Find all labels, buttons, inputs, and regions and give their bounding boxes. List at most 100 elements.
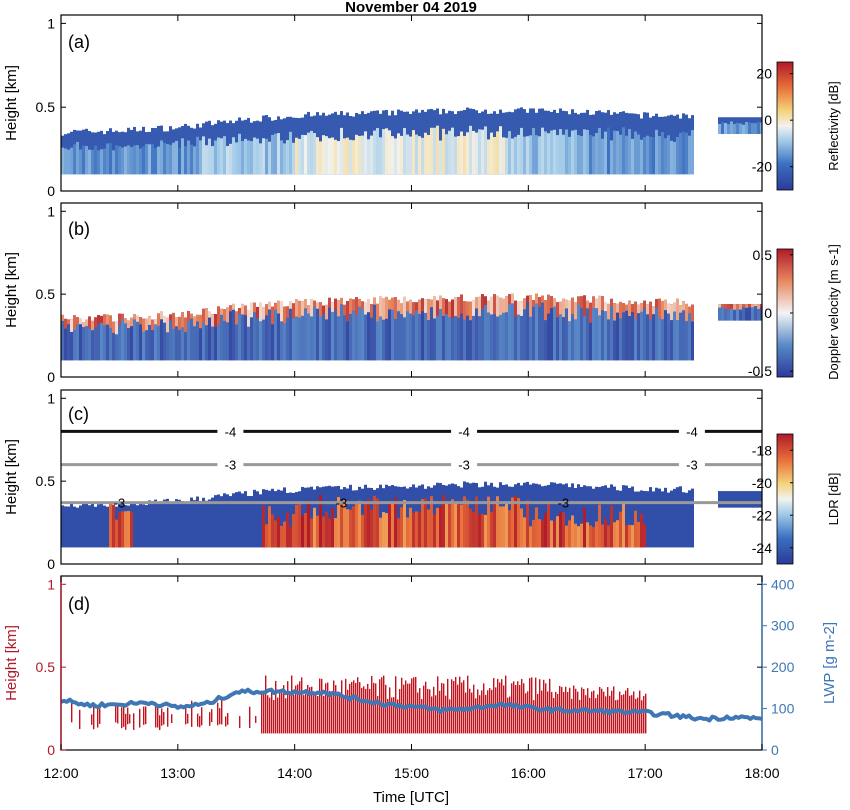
ldr-cell	[505, 501, 508, 548]
reflectivity-cell	[433, 127, 436, 175]
ldr-cell	[499, 506, 502, 548]
cloud-height-bar	[635, 698, 637, 734]
cloud-height-bar	[535, 677, 537, 734]
cloud-height-bar	[249, 706, 251, 728]
doppler-cell	[349, 298, 352, 361]
doppler-cell	[472, 300, 475, 316]
reflectivity-cell	[133, 145, 136, 175]
ldr-cell	[583, 507, 586, 548]
cloud-height-bar	[495, 687, 497, 734]
cloud-height-bar	[463, 680, 465, 734]
ldr-cell	[508, 510, 511, 548]
cloud-height-bar	[123, 703, 125, 727]
reflectivity-cell	[679, 132, 682, 175]
reflectivity-cell	[568, 136, 571, 175]
reflectivity-cell	[550, 130, 553, 175]
doppler-cell	[655, 299, 658, 308]
doppler-cell	[223, 309, 226, 361]
ldr-contour-label: -3	[558, 496, 570, 511]
ldr-cell	[379, 517, 382, 548]
doppler-cell	[316, 302, 319, 361]
panel-d-right-y-axis: 0 100 200 300 400	[762, 576, 795, 758]
reflectivity-cell	[364, 131, 367, 175]
doppler-cell	[514, 300, 517, 317]
reflectivity-cell	[265, 138, 268, 175]
reflectivity-cell	[127, 145, 130, 175]
ldr-cell	[190, 497, 193, 548]
reflectivity-cell	[571, 130, 574, 175]
ldr-cell	[541, 486, 544, 548]
doppler-cell	[640, 303, 643, 361]
ldr-cell	[193, 500, 196, 548]
reflectivity-cell	[475, 132, 478, 175]
doppler-cell	[388, 299, 391, 310]
doppler-cell	[115, 321, 118, 335]
ldr-cell	[412, 512, 415, 548]
doppler-cell	[529, 295, 532, 317]
cloud-height-bar	[339, 695, 341, 734]
doppler-cell	[85, 319, 88, 361]
ldr-colorbar	[776, 433, 794, 565]
cloud-height-bar	[285, 698, 287, 734]
cloud-height-bar	[171, 714, 173, 723]
panel-c-heatmap	[61, 481, 762, 548]
doppler-cell	[667, 303, 670, 361]
doppler-cell	[124, 318, 127, 361]
doppler-cell	[409, 299, 412, 314]
cloud-height-bar	[185, 707, 187, 725]
doppler-cell	[658, 298, 661, 361]
doppler-cell	[589, 302, 592, 323]
doppler-cell	[583, 295, 586, 361]
doppler-cell	[757, 304, 760, 321]
cloud-height-bar	[471, 692, 473, 734]
ldr-cell	[304, 512, 307, 548]
doppler-cell	[562, 298, 565, 318]
doppler-cell	[475, 296, 478, 361]
doppler-cell	[496, 295, 499, 317]
reflectivity-cell	[442, 128, 445, 175]
reflectivity-cell	[595, 133, 598, 175]
doppler-cell	[733, 304, 736, 321]
right-y-tick-label: 400	[771, 576, 795, 592]
y-tick-label: 0	[47, 183, 55, 199]
cloud-height-bar	[271, 687, 273, 734]
reflectivity-cell	[406, 134, 409, 175]
y-tick-label: 0	[47, 556, 55, 572]
doppler-cell	[721, 304, 724, 321]
ldr-cell	[118, 512, 121, 548]
cloud-height-bar	[199, 716, 201, 728]
ldr-cell	[733, 491, 736, 508]
doppler-cell	[478, 296, 481, 317]
doppler-cell	[403, 296, 406, 318]
doppler-cell	[106, 314, 109, 361]
figure-title: November 04 2019	[345, 0, 477, 16]
reflectivity-cell	[619, 134, 622, 175]
ldr-cell	[106, 506, 109, 548]
reflectivity-cell	[313, 133, 316, 175]
ldr-cell	[199, 500, 202, 548]
doppler-cell	[412, 302, 415, 361]
cloud-height-bar	[157, 704, 159, 728]
reflectivity-cell	[94, 145, 97, 175]
doppler-cell	[184, 317, 187, 333]
doppler-cell	[343, 304, 346, 361]
ldr-cell	[520, 508, 523, 548]
reflectivity-cell	[598, 127, 601, 175]
ldr-cell	[484, 514, 487, 548]
ldr-cell	[397, 486, 400, 548]
doppler-cell	[241, 303, 244, 361]
doppler-cell	[667, 303, 670, 314]
cloud-height-bar	[435, 695, 437, 734]
reflectivity-cell	[184, 146, 187, 175]
cloud-height-bar	[617, 699, 619, 734]
reflectivity-cell	[130, 147, 133, 175]
ldr-cell	[511, 497, 514, 548]
cloud-height-bar	[391, 697, 393, 734]
doppler-cell	[217, 306, 220, 361]
ldr-contour-label: -4	[686, 424, 698, 439]
doppler-cell	[400, 303, 403, 315]
doppler-cell	[742, 304, 745, 321]
cloud-height-bar	[409, 683, 411, 734]
cloud-height-bar	[501, 679, 503, 734]
doppler-cell	[190, 313, 193, 319]
